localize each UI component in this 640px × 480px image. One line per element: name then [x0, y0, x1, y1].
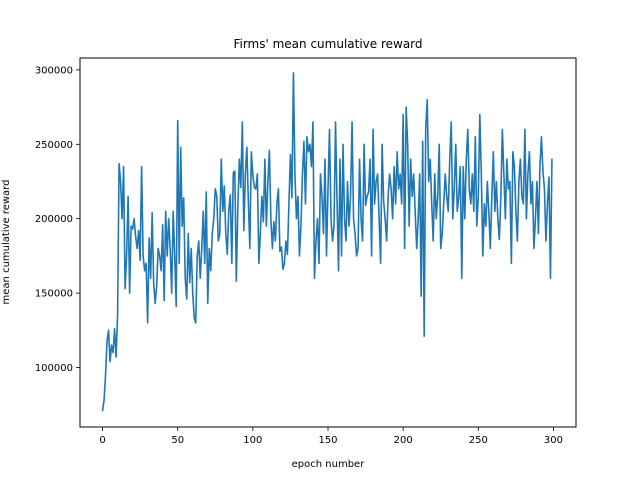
y-tick-label: 250000 — [35, 140, 73, 151]
y-tick-label: 150000 — [35, 289, 73, 300]
x-axis: 0 50 100 150 200 250 300 — [99, 427, 563, 446]
x-tick-label: 300 — [544, 435, 563, 446]
x-tick-label: 200 — [394, 435, 413, 446]
x-tick-label: 0 — [99, 435, 105, 446]
y-tick-label: 100000 — [35, 363, 73, 374]
chart-title: Firms' mean cumulative reward — [233, 37, 422, 51]
series-line — [101, 72, 553, 412]
plot-frame — [79, 57, 577, 428]
x-tick-label: 50 — [171, 435, 184, 446]
x-tick-label: 250 — [469, 435, 488, 446]
y-axis: 100000 150000 200000 250000 300000 — [35, 65, 80, 374]
y-axis-title: mean cumulative reward — [1, 180, 12, 305]
x-tick-label: 150 — [318, 435, 337, 446]
x-tick-label: 100 — [243, 435, 262, 446]
x-axis-title: epoch number — [292, 459, 366, 470]
y-tick-label: 200000 — [35, 214, 73, 225]
y-tick-label: 300000 — [35, 65, 73, 76]
